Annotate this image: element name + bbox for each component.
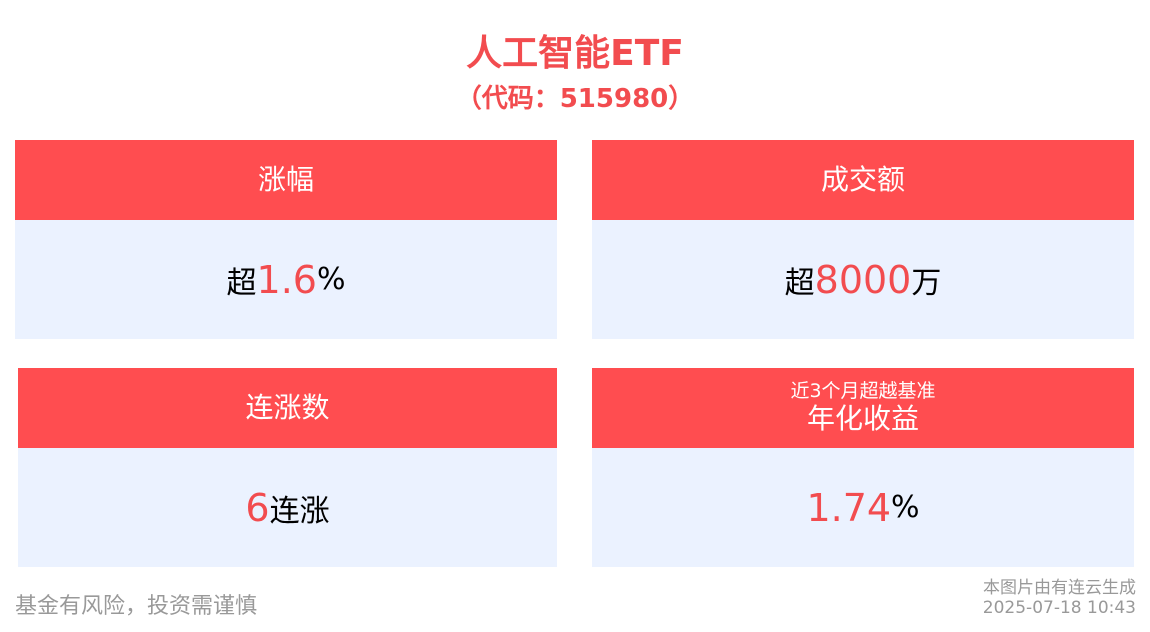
card-header: 近3个月超越基准 年化收益 (592, 368, 1134, 448)
card-body: 超 8000 万 (592, 220, 1134, 339)
card-change: 涨幅 超 1.6% (15, 140, 557, 339)
page-title: 人工智能ETF (466, 33, 684, 74)
fund-code: （代码：515980） (455, 84, 695, 114)
timestamp: 2025-07-18 10:43 (982, 598, 1136, 618)
card-body: 1.74% (592, 448, 1134, 567)
card-streak: 连涨数 6 连涨 (18, 368, 557, 567)
value-prefix: 超 (784, 265, 815, 301)
source-text: 本图片由有连云生成 (983, 578, 1136, 598)
card-body: 超 1.6% (15, 220, 557, 339)
card-sublabel: 近3个月超越基准 (790, 380, 936, 402)
value-suffix: 万 (911, 265, 942, 301)
card-header: 连涨数 (18, 368, 557, 448)
card-label: 年化收益 (806, 402, 919, 435)
value-number: 1.6 (256, 257, 317, 302)
card-header: 成交额 (592, 140, 1134, 220)
value-prefix: 超 (226, 265, 257, 301)
card-header: 涨幅 (15, 140, 557, 220)
card-turnover: 成交额 超 8000 万 (592, 140, 1134, 339)
value-number: 6 (245, 485, 270, 530)
value-number: 8000 (814, 257, 912, 302)
value-suffix: 连涨 (269, 493, 330, 529)
card-label: 连涨数 (245, 391, 330, 424)
value-suffix: % (891, 490, 920, 525)
card-label: 成交额 (820, 163, 905, 196)
risk-disclaimer: 基金有风险，投资需谨慎 (15, 594, 258, 619)
value-suffix: % (316, 262, 346, 297)
card-body: 6 连涨 (18, 448, 557, 567)
source-note: 本图片由有连云生成 2025-07-18 10:43 (983, 578, 1136, 618)
value-number: 1.74 (806, 485, 892, 530)
card-label: 涨幅 (257, 163, 314, 196)
card-annual-return: 近3个月超越基准 年化收益 1.74% (592, 368, 1134, 567)
